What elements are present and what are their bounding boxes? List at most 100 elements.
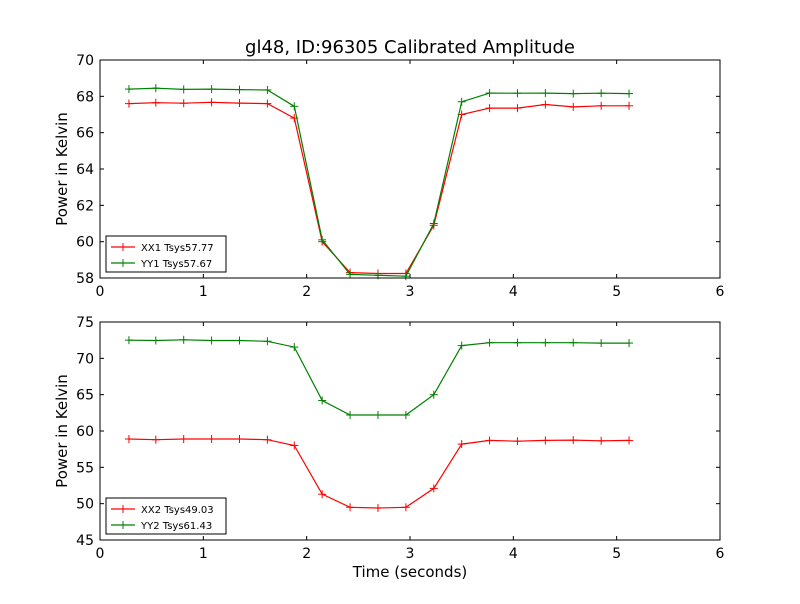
data-point [207,336,216,345]
legend-label: XX2 Tsys49.03 [141,505,214,516]
data-point [235,336,244,345]
data-point [625,89,634,98]
data-point [569,436,578,445]
plot-frame [99,59,721,279]
x-tick-label: 3 [406,546,415,562]
y-tick-label: 66 [76,126,94,142]
x-tick-label: 4 [509,546,518,562]
data-point [179,99,188,108]
legend: XX1 Tsys57.77 YY1 Tsys57.67 [105,235,227,273]
data-point [625,339,634,348]
data-point [541,100,550,109]
data-point [373,504,382,513]
data-point [401,411,410,420]
data-point [207,85,216,94]
y-tick-label: 55 [76,460,94,476]
data-point [625,436,634,445]
data-point [541,89,550,98]
data-point [235,434,244,443]
series-line [128,339,630,416]
data-point [151,98,160,107]
legend: XX2 Tsys49.03 YY2 Tsys61.43 [105,497,227,535]
x-tick-label: 0 [96,546,105,562]
y-axis-label: Power in Kelvin [53,112,71,226]
legend-label: YY2 Tsys61.43 [140,521,212,532]
x-tick-label: 1 [199,284,208,300]
data-point [124,85,133,94]
data-point [318,396,327,405]
data-point [263,337,272,346]
x-tick-label: 5 [612,284,621,300]
data-point [235,85,244,94]
data-point [346,503,355,512]
data-point [124,434,133,443]
y-tick-label: 70 [76,53,94,69]
data-point [124,336,133,345]
data-point [597,339,606,348]
y-tick-label: 62 [76,198,94,214]
data-point [318,490,327,499]
data-point [485,436,494,445]
data-point [346,411,355,420]
y-tick-label: 60 [76,235,94,251]
data-point [513,89,522,98]
data-point [597,101,606,110]
data-point [290,102,299,111]
data-point [179,434,188,443]
data-point [207,98,216,107]
data-point [485,89,494,98]
data-point [569,102,578,111]
data-point [485,338,494,347]
data-point [151,435,160,444]
x-tick-label: 5 [612,546,621,562]
data-point [429,390,438,399]
data-point [457,97,466,106]
x-axis-label: Time (seconds) [352,563,468,581]
y-tick-label: 50 [76,497,94,513]
data-point [207,434,216,443]
x-tick-label: 6 [716,284,725,300]
data-point [151,84,160,93]
data-point [485,104,494,113]
data-point [597,89,606,98]
data-point [346,270,355,279]
data-point [429,219,438,228]
x-tick-label: 2 [302,546,311,562]
data-point [541,338,550,347]
data-point [290,441,299,450]
legend-label: XX1 Tsys57.77 [141,243,214,254]
data-point [151,336,160,345]
data-point [373,411,382,420]
y-tick-label: 58 [76,271,94,287]
data-point [569,89,578,98]
data-point [541,436,550,445]
data-point [401,503,410,512]
data-point [457,341,466,350]
data-point [263,85,272,94]
y-tick-label: 64 [76,162,94,178]
legend-label: YY1 Tsys57.67 [140,259,212,270]
y-axis-label: Power in Kelvin [53,374,71,488]
data-point [263,435,272,444]
chart-title: gl48, ID:96305 Calibrated Amplitude [245,37,575,58]
data-point [263,99,272,108]
y-tick-label: 65 [76,388,94,404]
x-tick-label: 0 [96,284,105,300]
data-point [625,101,634,110]
data-point [513,338,522,347]
x-tick-label: 3 [406,284,415,300]
y-tick-label: 45 [76,533,94,549]
data-point [569,338,578,347]
data-point [597,436,606,445]
data-point [318,235,327,244]
x-tick-label: 1 [199,546,208,562]
x-tick-label: 2 [302,284,311,300]
data-point [124,99,133,108]
y-tick-label: 68 [76,89,94,105]
data-point [513,437,522,446]
plot-frame [99,321,721,541]
data-point [179,85,188,94]
